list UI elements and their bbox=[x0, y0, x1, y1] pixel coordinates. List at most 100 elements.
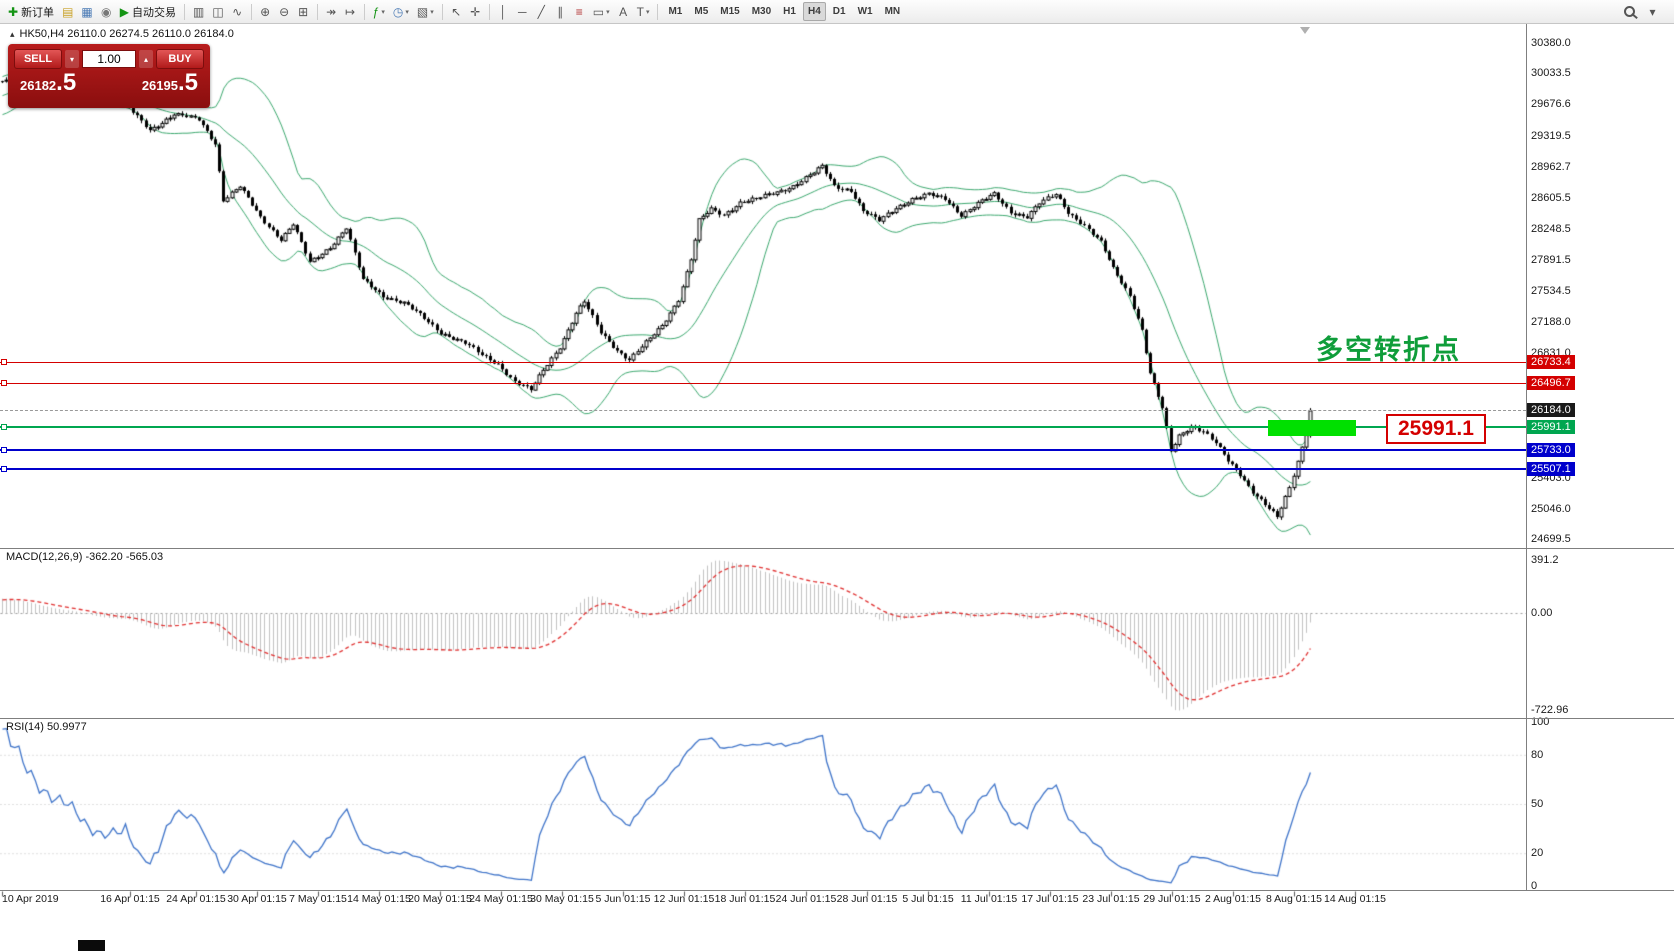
time-axis-label: 11 Jul 01:15 bbox=[960, 893, 1018, 905]
resistance-line-1-handle[interactable] bbox=[1, 358, 7, 365]
search-icon[interactable] bbox=[1624, 6, 1635, 17]
tile-windows-icon[interactable]: ⊞ bbox=[294, 2, 313, 22]
price-axis-label: 27534.5 bbox=[1531, 285, 1571, 298]
time-axis-label: 5 Jun 01:15 bbox=[595, 893, 651, 905]
time-axis[interactable]: 10 Apr 2019 16 Apr 01:15 24 Apr 01:15 30 Ap… bbox=[0, 893, 1526, 909]
symbol-arrow-icon: ▴ bbox=[10, 28, 15, 39]
volume-decrease-button[interactable]: ▾ bbox=[65, 50, 79, 68]
autotrading-glyph: ▶ bbox=[119, 4, 129, 19]
templates-icon[interactable]: ▧ ▾ bbox=[413, 2, 438, 22]
market-watch-icon[interactable]: ▤ bbox=[58, 2, 77, 22]
price-axis-label: 28248.5 bbox=[1531, 223, 1571, 236]
timeframe-M15[interactable]: M15 bbox=[720, 6, 740, 17]
one-click-trading-panel: SELL ▾ ▴ BUY 26182.5 26195.5 bbox=[8, 44, 210, 108]
crosshair-glyph: ✛ bbox=[470, 4, 481, 19]
horizontal-line-icon[interactable]: ─ bbox=[513, 2, 532, 22]
timeframe-M5[interactable]: M5 bbox=[694, 6, 709, 17]
time-axis-label: 8 Aug 01:15 bbox=[1265, 893, 1323, 905]
timeframe-H1[interactable]: H1 bbox=[783, 6, 796, 17]
symbol-ohlc-text: HK50,H4 26110.0 26274.5 26110.0 26184.0 bbox=[19, 28, 234, 40]
periods-icon[interactable]: ◷ ▾ bbox=[389, 2, 413, 22]
support-line-green-handle[interactable] bbox=[1, 424, 7, 431]
chart-shift-icon[interactable]: ↦ bbox=[341, 2, 360, 22]
price-axis-label: 30380.0 bbox=[1531, 37, 1571, 49]
trendline-icon[interactable]: ╱ bbox=[532, 2, 551, 22]
bar-chart-icon[interactable]: ▥ bbox=[189, 2, 208, 22]
sell-button[interactable]: SELL bbox=[14, 49, 62, 69]
price-axis-label: 29319.5 bbox=[1531, 129, 1571, 142]
resistance-line-2-handle[interactable] bbox=[1, 379, 7, 386]
rsi-scale-label: 50 bbox=[1531, 798, 1544, 810]
time-axis-label: 2 Aug 01:15 bbox=[1204, 893, 1262, 905]
support-line-blue-2[interactable] bbox=[0, 466, 1526, 473]
auto-scroll-glyph: ↠ bbox=[326, 4, 337, 19]
annotation-text[interactable]: 多空转折点 bbox=[1316, 335, 1461, 365]
resistance-line-1[interactable] bbox=[0, 358, 1526, 365]
bottom-black-fragment bbox=[78, 940, 105, 951]
time-axis-label: 10 Apr 2019 bbox=[2, 893, 59, 905]
fibonacci-glyph: ≡ bbox=[575, 4, 583, 19]
text-icon[interactable]: A bbox=[614, 2, 633, 22]
rsi-label: RSI(14) 50.9977 bbox=[6, 721, 87, 733]
support-zone-rect[interactable] bbox=[1268, 419, 1356, 437]
support-line-blue-2-handle[interactable] bbox=[1, 466, 7, 473]
arrow-tools-icon[interactable]: T ▾ bbox=[633, 2, 654, 22]
zoom-in-icon[interactable]: ⊕ bbox=[256, 2, 275, 22]
time-axis-label: 24 May 01:15 bbox=[469, 893, 533, 905]
dropdown-caret-icon: ▾ bbox=[430, 8, 434, 16]
resistance-line-2[interactable] bbox=[0, 379, 1526, 386]
vertical-line-glyph: │ bbox=[499, 4, 507, 19]
autotrading-button[interactable]: ▶ 自动交易 bbox=[116, 2, 180, 22]
time-axis-label: 18 Jun 01:15 bbox=[714, 893, 776, 905]
timeframe-D1[interactable]: D1 bbox=[832, 6, 846, 17]
price-axis[interactable]: 30380.0 30033.5 29676.6 29319.5 28962.7 28605… bbox=[1527, 24, 1674, 908]
timeframe-M1[interactable]: M1 bbox=[668, 6, 683, 17]
symbol-info: ▴ HK50,H4 26110.0 26274.5 26110.0 26184.… bbox=[10, 28, 234, 40]
fibonacci-icon[interactable]: ≡ bbox=[570, 2, 589, 22]
vertical-line-icon[interactable]: │ bbox=[494, 2, 513, 22]
toolbar-options-caret-icon[interactable]: ▾ bbox=[1649, 4, 1656, 19]
auto-scroll-icon[interactable]: ↠ bbox=[322, 2, 341, 22]
timeframe-W1[interactable]: W1 bbox=[857, 6, 873, 17]
volume-increase-button[interactable]: ▴ bbox=[139, 50, 153, 68]
data-window-icon[interactable]: ▦ bbox=[77, 2, 96, 22]
market-watch-glyph: ▤ bbox=[62, 4, 74, 19]
macd-scale-label: 0.00 bbox=[1531, 607, 1553, 619]
price-tag-26184.0: 26184.0 bbox=[1527, 403, 1575, 418]
chart-shift-marker[interactable] bbox=[1300, 27, 1310, 34]
time-axis-label: 20 May 01:15 bbox=[408, 893, 472, 905]
chart-canvas[interactable] bbox=[0, 24, 1526, 908]
indicators-icon[interactable]: ƒ ▾ bbox=[369, 2, 389, 22]
crosshair-icon[interactable]: ✛ bbox=[466, 2, 485, 22]
timeframe-M30[interactable]: M30 bbox=[751, 6, 772, 17]
support-line-green[interactable] bbox=[0, 424, 1526, 431]
timeframe-MN[interactable]: MN bbox=[884, 6, 901, 17]
support-price-label[interactable]: 25991.1 bbox=[1386, 414, 1486, 444]
dropdown-caret-icon: ▾ bbox=[606, 8, 610, 16]
autotrading-button-label: 自动交易 bbox=[131, 6, 176, 19]
toolbar-right-group: ▾ bbox=[1624, 2, 1670, 22]
strategy-tester-icon[interactable]: ◉ bbox=[97, 2, 116, 22]
price-axis-label: 28962.7 bbox=[1531, 160, 1571, 173]
support-line-blue-1[interactable] bbox=[0, 446, 1526, 453]
zoom-out-icon[interactable]: ⊖ bbox=[275, 2, 294, 22]
line-chart-icon[interactable]: ∿ bbox=[228, 2, 247, 22]
cursor-icon[interactable]: ↖ bbox=[447, 2, 466, 22]
timeframe-H4[interactable]: H4 bbox=[802, 2, 826, 21]
time-axis-label: 30 Apr 01:15 bbox=[227, 893, 287, 905]
trade-panel-prices: 26182.5 26195.5 bbox=[14, 69, 204, 97]
strategy-tester-glyph: ◉ bbox=[101, 4, 112, 19]
volume-input[interactable] bbox=[82, 50, 136, 68]
support-line-blue-1-handle[interactable] bbox=[1, 446, 7, 453]
shapes-icon[interactable]: ▭ ▾ bbox=[589, 2, 614, 22]
toolbar-separator bbox=[441, 3, 443, 20]
new-order-button[interactable]: ✚ 新订单 bbox=[4, 2, 58, 22]
buy-button[interactable]: BUY bbox=[156, 49, 204, 69]
equidistant-channel-icon[interactable]: ∥ bbox=[551, 2, 570, 22]
candlestick-chart-icon[interactable]: ◫ bbox=[208, 2, 227, 22]
macd-scale-label: -722.96 bbox=[1531, 704, 1569, 716]
panel-separator-macd[interactable] bbox=[0, 548, 1674, 549]
panel-separator-rsi[interactable] bbox=[0, 718, 1674, 719]
toolbar-separator bbox=[488, 3, 490, 20]
macd-scale-label: 391.2 bbox=[1531, 554, 1559, 566]
